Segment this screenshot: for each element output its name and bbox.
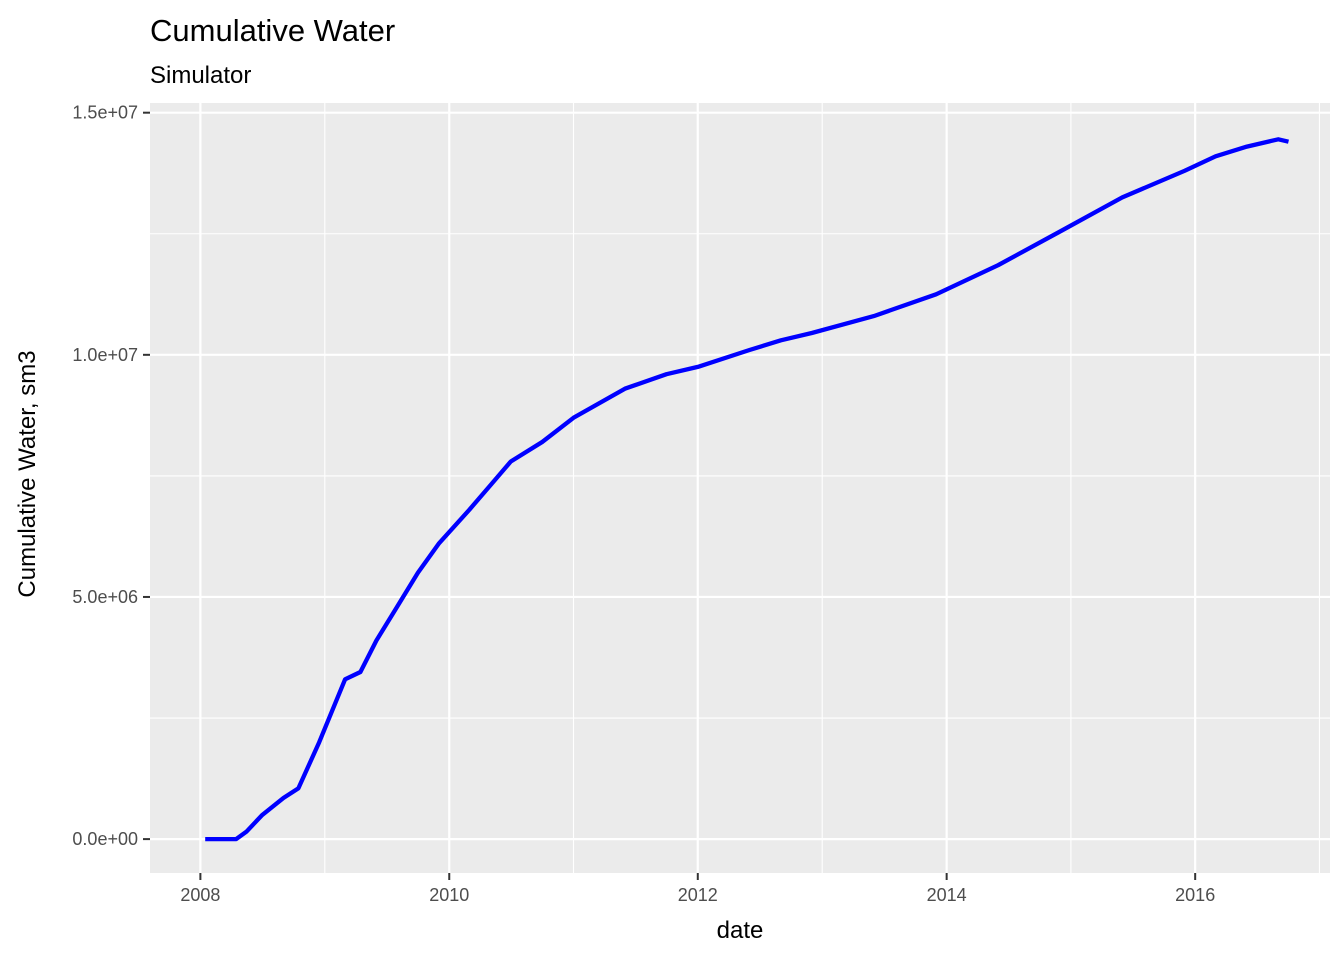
y-tick-label: 1.5e+07: [72, 103, 138, 123]
chart-title: Cumulative Water: [150, 13, 395, 48]
x-tick-label: 2016: [1175, 885, 1215, 905]
y-tick-label: 0.0e+00: [72, 829, 138, 849]
y-axis-ticks: 0.0e+00 5.0e+06 1.0e+07 1.5e+07: [72, 103, 150, 849]
chart-subtitle: Simulator: [150, 62, 251, 89]
x-tick-label: 2012: [678, 885, 718, 905]
x-axis-ticks: 2008 2010 2012 2014 2016: [180, 873, 1215, 905]
y-tick-label: 1.0e+07: [72, 345, 138, 365]
x-axis-title: date: [717, 917, 764, 944]
x-tick-label: 2014: [927, 885, 967, 905]
y-tick-label: 5.0e+06: [72, 587, 138, 607]
series-line: [205, 137, 1289, 842]
plot-panel: [150, 103, 1330, 873]
y-axis-title: Cumulative Water, sm3: [14, 350, 41, 597]
x-tick-label: 2008: [180, 885, 220, 905]
series-layer: [205, 137, 1289, 842]
x-tick-label: 2010: [429, 885, 469, 905]
major-gridlines: [150, 103, 1330, 873]
minor-gridlines: [150, 103, 1330, 873]
